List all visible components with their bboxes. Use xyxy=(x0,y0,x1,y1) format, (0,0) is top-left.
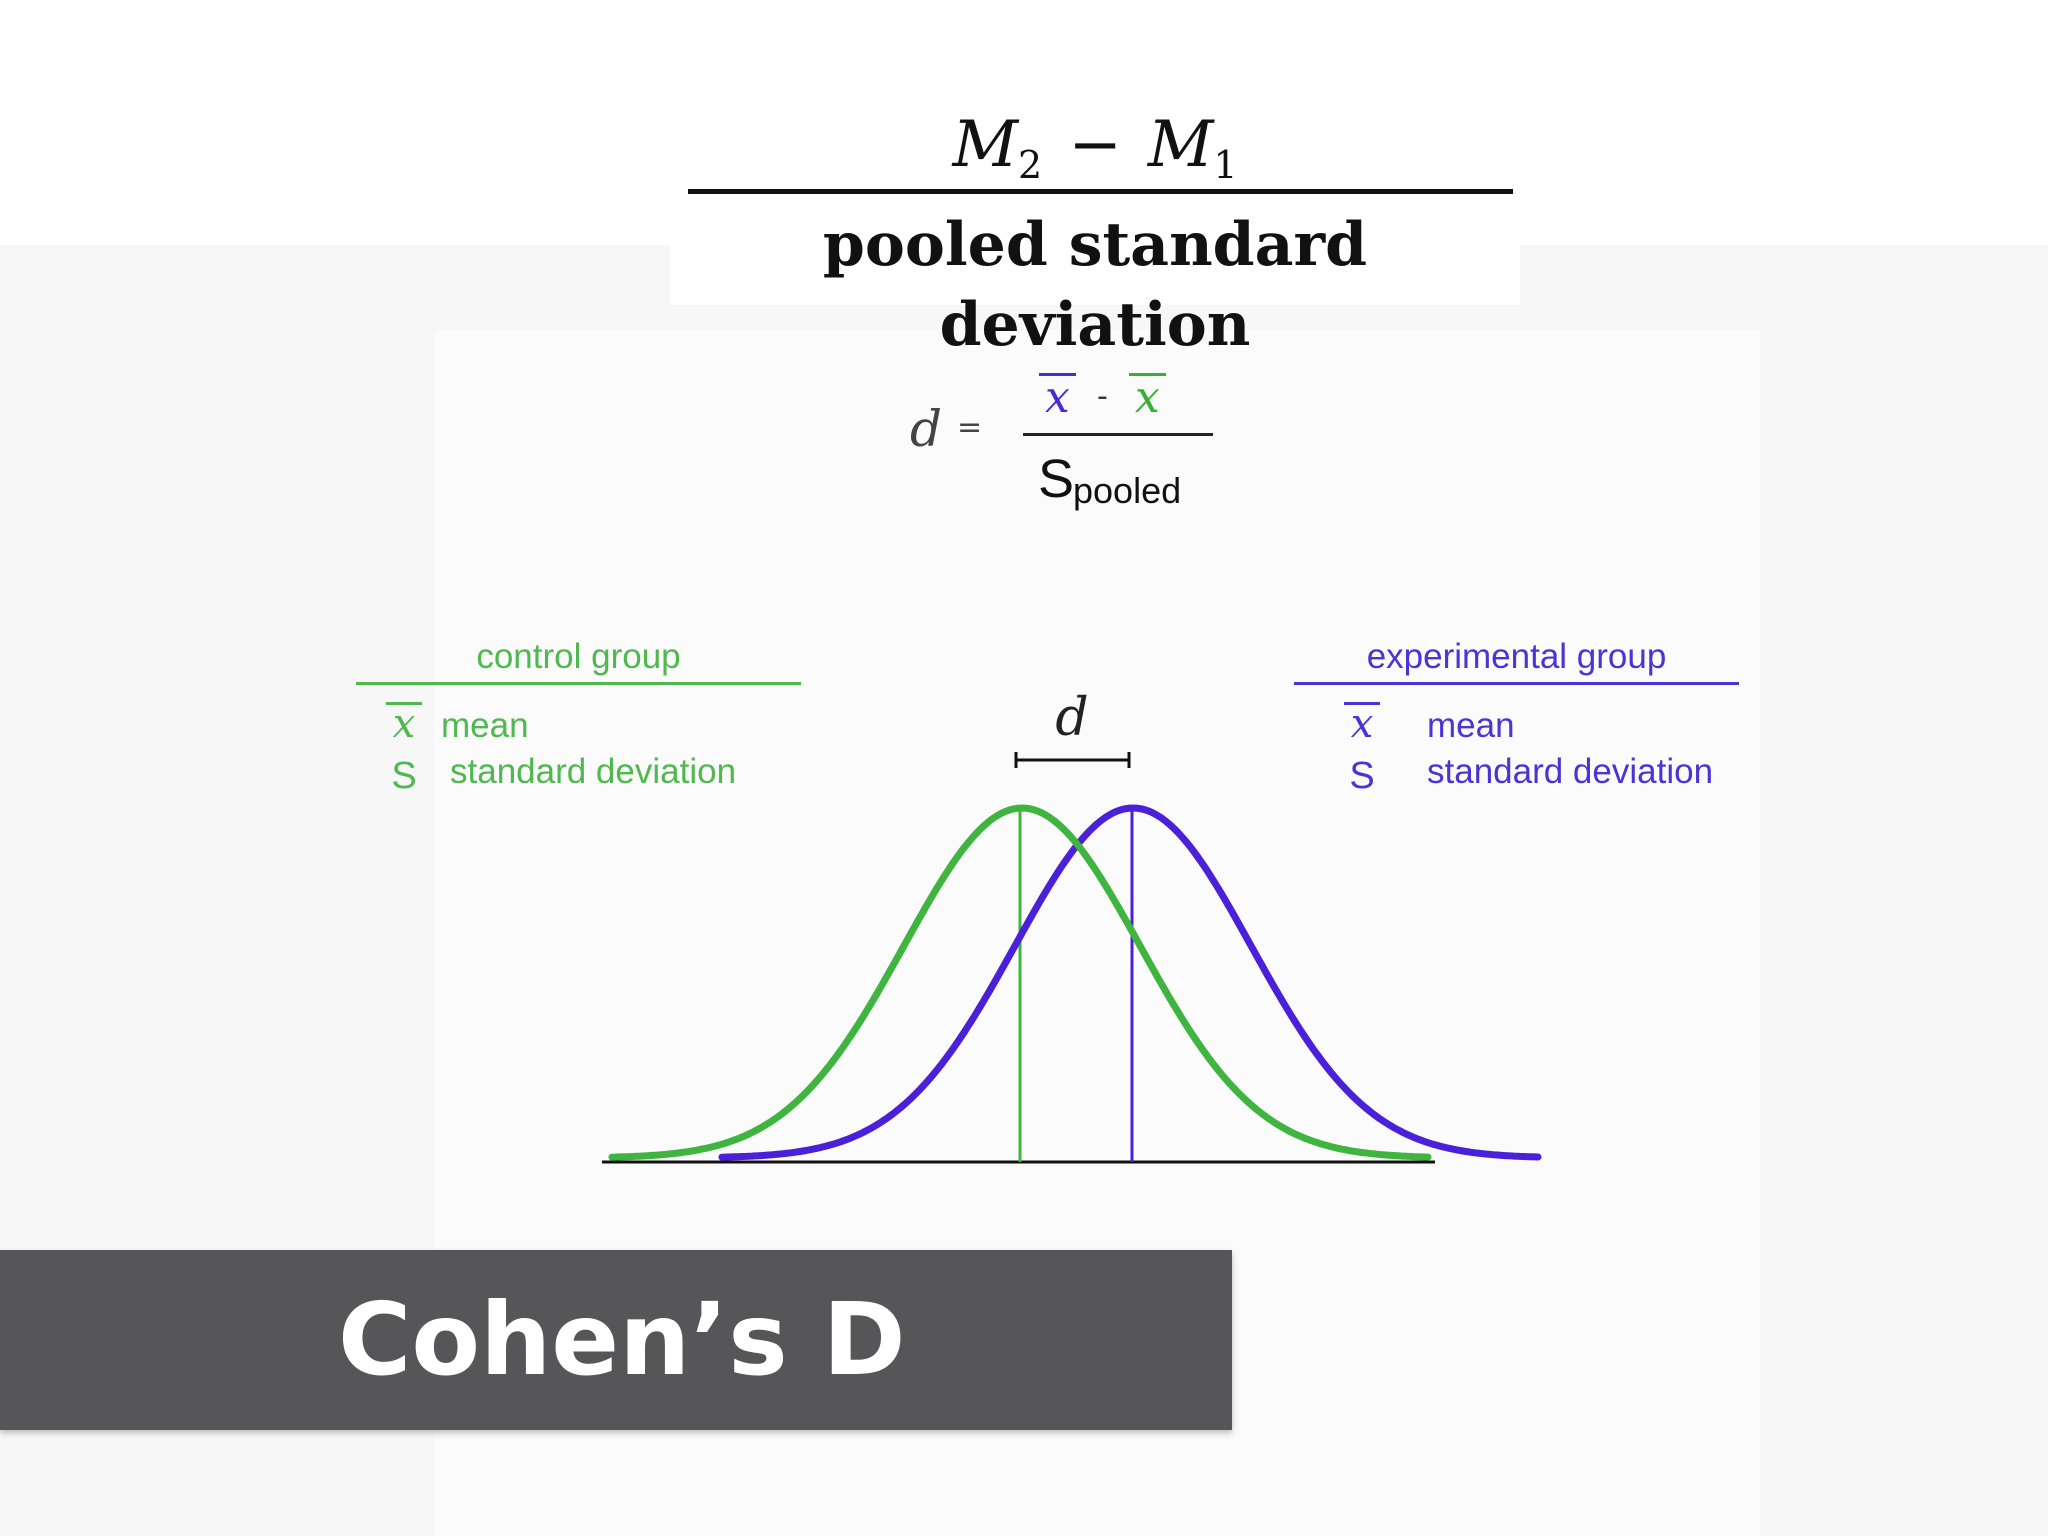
slide-title: Cohen’s D xyxy=(338,1281,906,1398)
s-subscript-pooled: pooled xyxy=(1073,470,1182,511)
control-distribution-curve xyxy=(608,804,1432,1161)
numerator-m2: M xyxy=(952,108,1018,182)
control-group-legend: control group x mean S standard deviatio… xyxy=(356,632,801,797)
experimental-distribution-curve xyxy=(718,804,1542,1161)
d-distance-label: d xyxy=(1055,688,1088,748)
s-symbol: S xyxy=(1038,449,1075,509)
formula-numerator: M2− M1 xyxy=(670,100,1520,210)
numerator-m2-subscript: 2 xyxy=(1018,143,1043,187)
numerator-m1-subscript: 1 xyxy=(1213,143,1238,187)
equals-sign: = xyxy=(957,410,983,445)
sd-label: standard deviation xyxy=(1427,752,1714,791)
mean-symbol: x xyxy=(1344,702,1380,746)
title-banner: Cohen’s D xyxy=(0,1250,1232,1430)
mean-symbol: x xyxy=(386,702,422,746)
sd-symbol: S xyxy=(1349,755,1375,797)
effect-size-formula: M2− M1 pooled standard deviation xyxy=(670,90,1520,360)
legend-title: control group xyxy=(476,637,681,676)
legend-underline xyxy=(356,682,801,685)
legend-title: experimental group xyxy=(1366,637,1667,676)
sd-label: standard deviation xyxy=(450,752,737,791)
mean-label: mean xyxy=(441,706,529,745)
experimental-mean-symbol: x xyxy=(1039,372,1076,423)
legend-underline xyxy=(1294,682,1739,685)
formula-denominator: pooled standard deviation xyxy=(822,210,1368,360)
numerator-minus: − xyxy=(1068,108,1122,182)
numerator-m1: M xyxy=(1147,108,1214,182)
sd-symbol: S xyxy=(391,755,417,797)
minus-sign: - xyxy=(1097,379,1108,414)
fraction-bar xyxy=(688,189,1513,194)
fraction-bar xyxy=(1023,433,1213,436)
mean-label: mean xyxy=(1427,706,1515,745)
experimental-group-legend: experimental group x mean S standard dev… xyxy=(1294,632,1739,797)
control-mean-symbol: x xyxy=(1129,372,1166,423)
cohens-d-formula: d = x - x S pooled xyxy=(895,365,1235,525)
d-symbol: d xyxy=(910,400,943,458)
